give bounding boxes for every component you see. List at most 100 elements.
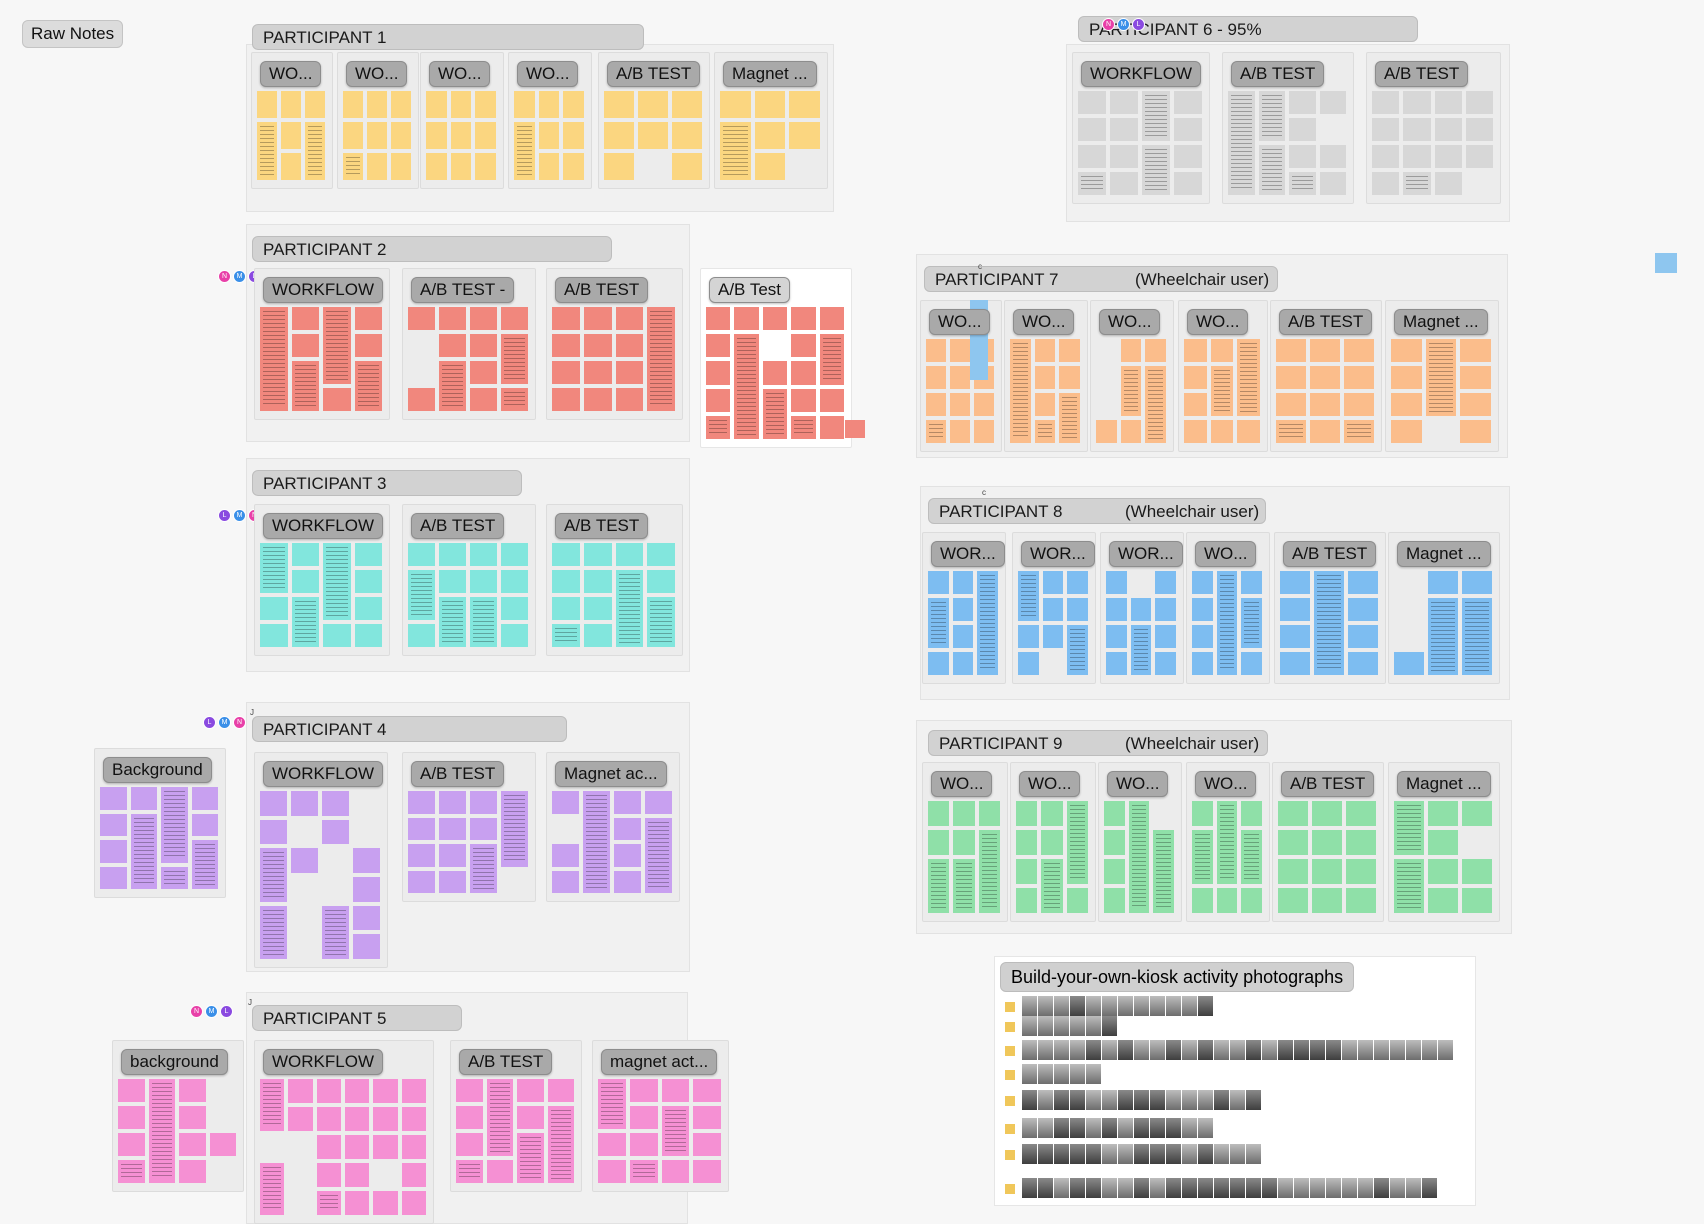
sticky-note[interactable] — [552, 543, 580, 566]
section-label[interactable]: A/B TEST — [1231, 61, 1325, 87]
sticky-note[interactable] — [1216, 888, 1238, 913]
sticky-note[interactable] — [1120, 339, 1142, 362]
sticky-note[interactable] — [1110, 118, 1138, 141]
sticky-note[interactable] — [1142, 145, 1170, 195]
sticky-note[interactable] — [1042, 571, 1064, 594]
section-frame[interactable]: WO... — [1186, 532, 1270, 684]
sticky-note[interactable] — [1010, 339, 1031, 443]
sticky-note[interactable] — [552, 844, 579, 867]
photo-thumbnail[interactable] — [1390, 1040, 1405, 1060]
section-frame[interactable]: magnet act... — [592, 1040, 729, 1192]
sticky-note[interactable] — [1460, 366, 1491, 389]
sticky-note[interactable] — [552, 570, 580, 593]
sticky-note[interactable] — [1067, 571, 1088, 594]
sticky-note[interactable] — [1042, 598, 1064, 621]
sticky-note[interactable] — [1104, 859, 1125, 884]
sticky-note[interactable] — [291, 361, 319, 411]
sticky-note[interactable] — [926, 393, 946, 416]
sticky-note[interactable] — [260, 791, 287, 816]
sticky-note[interactable] — [1145, 339, 1166, 362]
photo-thumbnail[interactable] — [1102, 1178, 1117, 1198]
section-frame[interactable]: WO... — [922, 762, 1008, 922]
sticky-note[interactable] — [323, 543, 351, 620]
sticky-note[interactable] — [514, 122, 535, 180]
sticky-note[interactable] — [952, 652, 974, 675]
sticky-note[interactable] — [501, 624, 528, 647]
sticky-note[interactable] — [343, 153, 363, 180]
sticky-note[interactable] — [345, 1079, 370, 1103]
section-label[interactable]: WOR... — [1109, 541, 1183, 567]
sticky-note[interactable] — [1130, 625, 1152, 675]
sticky-note[interactable] — [367, 153, 387, 180]
sticky-note[interactable] — [1016, 801, 1038, 826]
sticky-note[interactable] — [1106, 625, 1127, 648]
sticky-note[interactable] — [100, 866, 127, 889]
sticky-note[interactable] — [1280, 571, 1310, 594]
sticky-note[interactable] — [791, 388, 816, 412]
sticky-note[interactable] — [450, 91, 472, 118]
sticky-note[interactable] — [819, 334, 844, 385]
sticky-note[interactable] — [439, 543, 466, 566]
photo-thumbnail[interactable] — [1406, 1040, 1421, 1060]
sticky-note[interactable] — [1312, 830, 1342, 855]
sticky-note[interactable] — [408, 307, 435, 330]
sticky-note[interactable] — [1465, 118, 1493, 141]
sticky-note[interactable] — [563, 122, 584, 149]
sticky-note[interactable] — [706, 388, 731, 412]
sticky-note[interactable] — [1428, 859, 1458, 884]
photo-thumbnail[interactable] — [1150, 1178, 1165, 1198]
sticky-note[interactable] — [1210, 339, 1234, 362]
section-label[interactable]: WORKFLOW — [263, 761, 383, 787]
section-label[interactable]: WO... — [1187, 309, 1249, 335]
photo-thumbnail[interactable] — [1166, 1178, 1181, 1198]
section-label[interactable]: WORKFLOW — [1081, 61, 1201, 87]
sticky-note[interactable] — [1280, 598, 1310, 621]
sticky-note[interactable] — [209, 1133, 236, 1156]
sticky-note[interactable] — [1041, 801, 1063, 826]
sticky-note[interactable] — [1372, 118, 1400, 141]
section-frame[interactable]: WO... — [337, 52, 419, 189]
section-label[interactable]: Magnet ... — [1397, 541, 1491, 567]
sticky-note[interactable] — [408, 791, 435, 814]
sticky-note[interactable] — [288, 1107, 313, 1131]
sticky-note[interactable] — [353, 848, 380, 873]
sticky-note[interactable] — [1184, 339, 1207, 362]
section-frame[interactable]: WORKFLOW — [1072, 52, 1210, 204]
avatar[interactable]: L — [218, 509, 231, 522]
sticky-note[interactable] — [563, 153, 584, 180]
photo-thumbnail[interactable] — [1214, 1040, 1229, 1060]
photo-thumbnail[interactable] — [1038, 1064, 1053, 1084]
sticky-note[interactable] — [260, 1079, 285, 1131]
sticky-note[interactable] — [401, 1163, 426, 1187]
photo-thumbnail[interactable] — [1054, 1090, 1069, 1110]
section-label[interactable]: WORKFLOW — [263, 1049, 383, 1075]
section-frame[interactable]: WO... — [420, 52, 504, 189]
photo-thumbnail[interactable] — [1374, 1178, 1389, 1198]
sticky-note[interactable] — [1078, 172, 1106, 195]
photo-thumbnail[interactable] — [1438, 1040, 1453, 1060]
photo-thumbnail[interactable] — [1022, 1040, 1037, 1060]
photo-thumbnail[interactable] — [1054, 1144, 1069, 1164]
sticky-note[interactable] — [401, 1107, 426, 1131]
sticky-note[interactable] — [638, 122, 668, 149]
photo-thumbnail[interactable] — [1262, 1040, 1277, 1060]
sticky-note[interactable] — [322, 819, 349, 845]
sticky-note[interactable] — [1346, 859, 1376, 884]
sticky-note[interactable] — [1462, 801, 1492, 826]
photo-thumbnail[interactable] — [1086, 1064, 1101, 1084]
section-label[interactable]: A/B TEST — [1281, 771, 1375, 797]
sticky-note[interactable] — [926, 420, 946, 443]
photo-thumbnail[interactable] — [1406, 1178, 1421, 1198]
section-label[interactable]: Background — [103, 757, 212, 783]
sticky-note[interactable] — [819, 388, 844, 412]
sticky-note[interactable] — [1462, 571, 1492, 594]
photo-thumbnail[interactable] — [1038, 1040, 1053, 1060]
sticky-note[interactable] — [974, 393, 994, 416]
section-frame[interactable]: WOR... — [1100, 532, 1184, 684]
sticky-note[interactable] — [1391, 339, 1422, 362]
sticky-note[interactable] — [501, 543, 528, 566]
sticky-note[interactable] — [345, 1191, 370, 1215]
sticky-note[interactable] — [845, 420, 865, 438]
photo-thumbnail[interactable] — [1150, 1090, 1165, 1110]
sticky-note[interactable] — [408, 817, 435, 840]
